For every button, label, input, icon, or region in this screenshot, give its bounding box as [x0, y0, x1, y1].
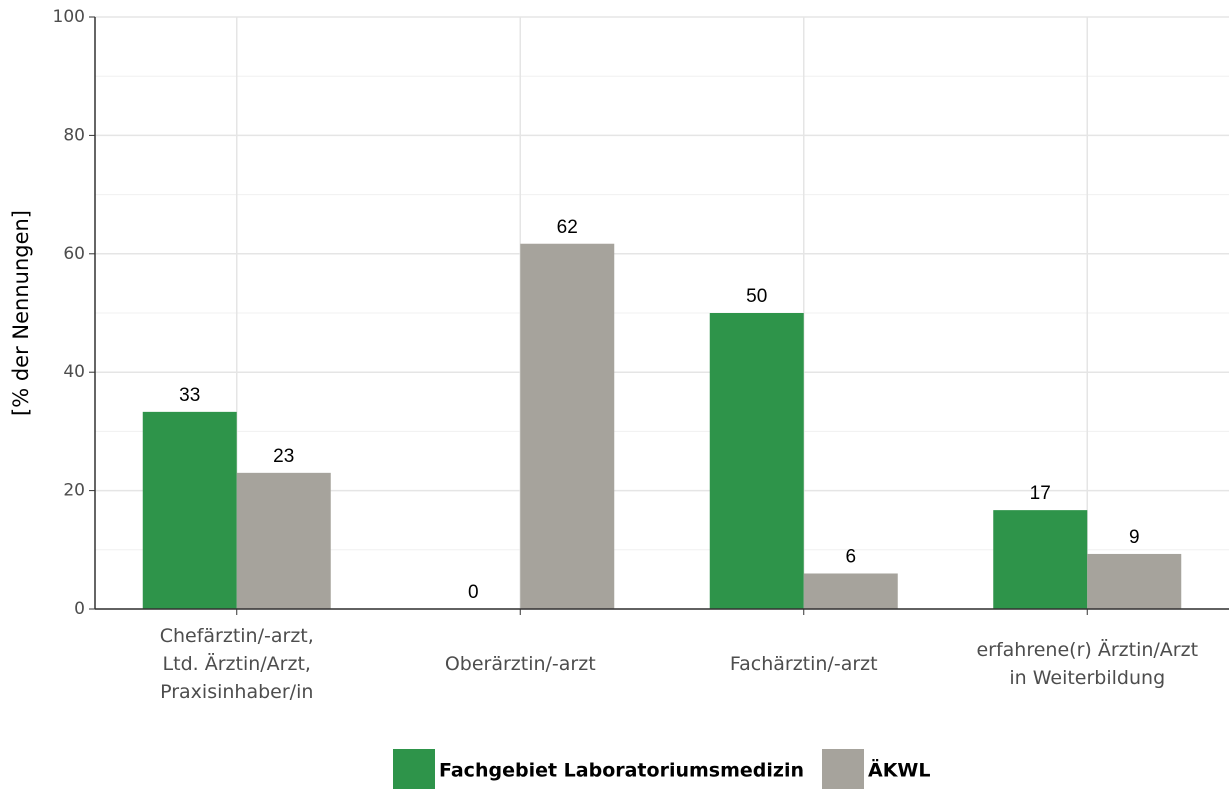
x-tick-label: Chefärztin/-arzt, Ltd. Ärztin/Arzt, Praxis… — [160, 625, 314, 703]
y-tick-label: 20 — [63, 481, 85, 501]
value-label: 33 — [179, 385, 200, 406]
value-label: 50 — [746, 286, 767, 307]
bar — [993, 510, 1088, 609]
bar — [709, 313, 804, 609]
y-tick-label: 0 — [74, 599, 85, 619]
y-tick-label: 100 — [53, 7, 85, 27]
value-label: 17 — [1030, 483, 1051, 504]
legend-label: ÄKWL — [868, 758, 931, 782]
bar — [236, 472, 331, 609]
y-tick-label: 80 — [63, 125, 85, 145]
y-tick-label: 40 — [63, 362, 85, 382]
value-label: 9 — [1129, 527, 1140, 548]
bar — [1087, 553, 1182, 609]
legend-swatch — [393, 749, 435, 789]
x-tick-label: Oberärztin/-arzt — [445, 653, 596, 675]
value-label: 62 — [557, 217, 578, 238]
y-axis-title: [% der Nennungen] — [9, 210, 33, 416]
bar — [142, 411, 237, 609]
legend-label: Fachgebiet Laboratoriumsmedizin — [439, 760, 804, 782]
x-tick-label: erfahrene(r) Ärztin/Arzt in Weiterbildung — [976, 638, 1198, 689]
value-label: 0 — [468, 582, 479, 603]
x-tick-label: Fachärztin/-arzt — [730, 653, 878, 675]
value-label: 23 — [273, 446, 294, 467]
bar — [520, 243, 615, 609]
value-label: 6 — [845, 546, 856, 567]
legend-swatch — [822, 749, 864, 789]
bar — [803, 573, 898, 609]
y-tick-label: 60 — [63, 244, 85, 264]
